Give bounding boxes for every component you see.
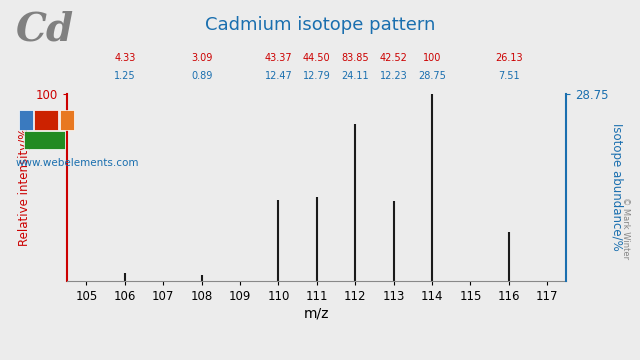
Text: Isotope abundance/%: Isotope abundance/% — [610, 123, 623, 251]
Text: Cd: Cd — [16, 11, 74, 49]
Text: 26.13: 26.13 — [495, 53, 523, 63]
Text: 44.50: 44.50 — [303, 53, 331, 63]
Text: Relative intensity/%: Relative intensity/% — [19, 128, 31, 246]
Text: 43.37: 43.37 — [264, 53, 292, 63]
Text: www.webelements.com: www.webelements.com — [16, 158, 140, 168]
Text: 12.23: 12.23 — [380, 71, 408, 81]
Text: © Mark Winter: © Mark Winter — [621, 197, 630, 259]
Text: 83.85: 83.85 — [341, 53, 369, 63]
Text: 12.47: 12.47 — [264, 71, 292, 81]
X-axis label: m/z: m/z — [304, 307, 330, 321]
Text: 7.51: 7.51 — [498, 71, 520, 81]
Text: 3.09: 3.09 — [191, 53, 212, 63]
Text: 24.11: 24.11 — [341, 71, 369, 81]
Text: 4.33: 4.33 — [114, 53, 136, 63]
Text: 12.79: 12.79 — [303, 71, 331, 81]
Text: 100: 100 — [423, 53, 441, 63]
Text: 0.89: 0.89 — [191, 71, 212, 81]
Text: 28.75: 28.75 — [418, 71, 446, 81]
Text: 1.25: 1.25 — [114, 71, 136, 81]
Text: Cadmium isotope pattern: Cadmium isotope pattern — [205, 16, 435, 34]
Text: 42.52: 42.52 — [380, 53, 408, 63]
